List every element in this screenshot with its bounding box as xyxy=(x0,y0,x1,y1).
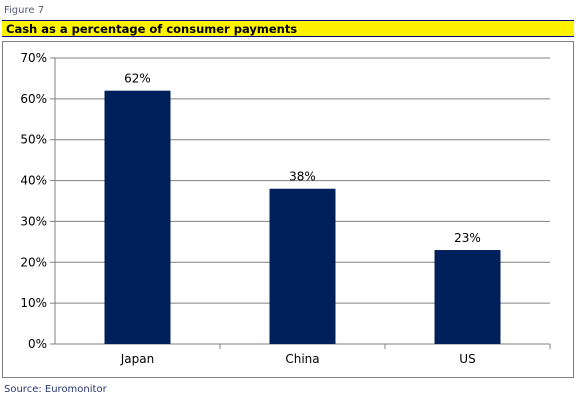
y-tick-label: 10% xyxy=(20,296,47,310)
chart-title-bar: Cash as a percentage of consumer payment… xyxy=(2,20,574,37)
y-tick-label: 20% xyxy=(20,255,47,269)
data-label: 38% xyxy=(289,170,316,184)
source-note: Source: Euromonitor xyxy=(4,384,107,395)
bar-chart: 0% 10% 20% 30% 40% 50% 60% 70% 62% Japan 38% China 2… xyxy=(20,51,551,366)
chart-title: Cash as a percentage of consumer payment… xyxy=(6,22,298,36)
x-tick-label: China xyxy=(285,352,319,366)
y-tick-label: 0% xyxy=(28,337,47,351)
y-tick-label: 30% xyxy=(20,214,47,228)
bar-china xyxy=(269,188,336,344)
y-tick-label: 60% xyxy=(20,92,47,106)
x-tick-label: Japan xyxy=(120,352,154,366)
data-label: 62% xyxy=(124,72,151,86)
data-label: 23% xyxy=(454,231,481,245)
y-tick-label: 50% xyxy=(20,133,47,147)
y-tick-label: 40% xyxy=(20,174,47,188)
chart-frame: 0% 10% 20% 30% 40% 50% 60% 70% 62% Japan 38% China 2… xyxy=(2,41,574,378)
y-tick-label: 70% xyxy=(20,51,47,65)
x-tick-label: US xyxy=(459,352,475,366)
figure-label: Figure 7 xyxy=(4,5,45,16)
bar-japan xyxy=(104,90,171,344)
bar-us xyxy=(434,250,501,344)
